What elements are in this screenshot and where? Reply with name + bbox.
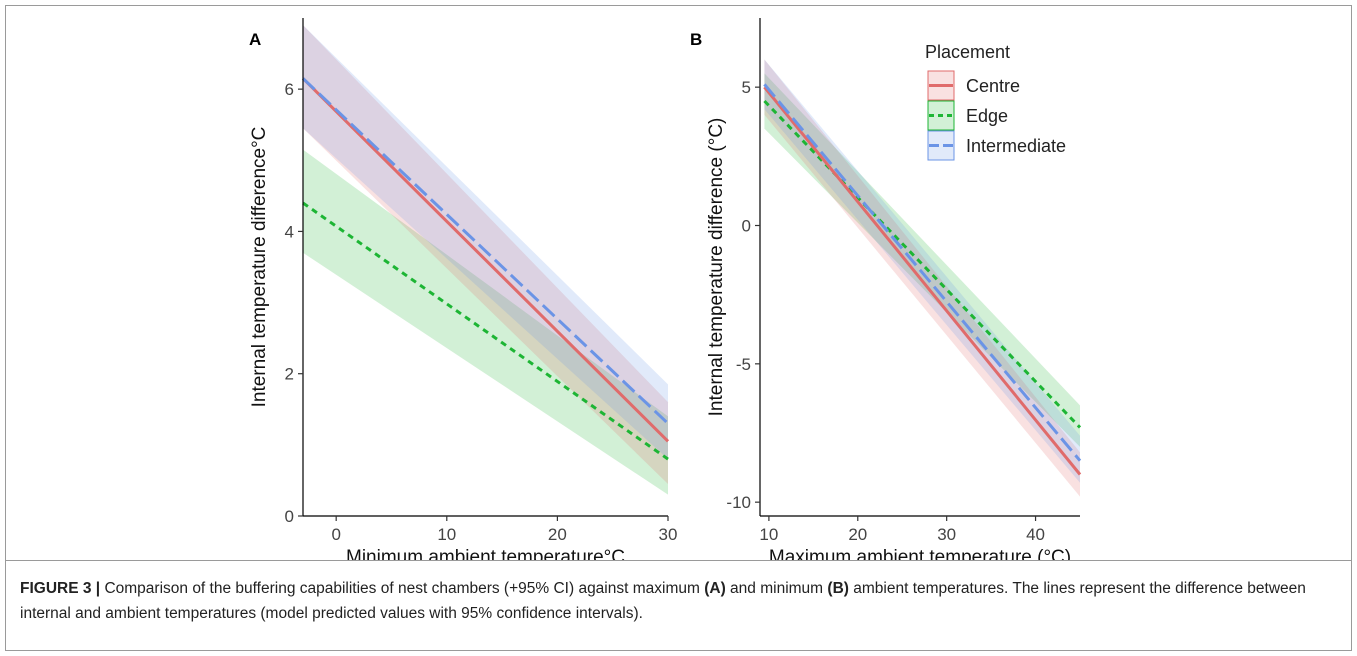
- y-tick-label: 5: [742, 78, 751, 97]
- y-tick-label: 0: [742, 217, 751, 236]
- panel-b-label: B: [690, 30, 702, 49]
- y-tick-label: 0: [285, 507, 294, 526]
- series-line-intermediate: [301, 77, 670, 425]
- legend-label-edge: Edge: [966, 106, 1008, 126]
- series-line-edge: [763, 99, 1082, 429]
- x-tick-label: 20: [548, 525, 567, 544]
- series-line-centre: [763, 86, 1082, 476]
- y-axis-title: Internal temperature difference (°C): [706, 118, 727, 417]
- y-tick-label: -10: [726, 493, 751, 512]
- ci-band-centre: [764, 59, 1080, 497]
- legend-label-centre: Centre: [966, 76, 1020, 96]
- caption-text-2: and minimum: [725, 580, 828, 597]
- figure-canvas: A 0 2 4 6 0 10 20 30 Minimum ambient temperature…: [249, 18, 1082, 560]
- figure-caption: FIGURE 3 | Comparison of the buffering c…: [20, 576, 1340, 626]
- y-tick-label: 6: [285, 80, 294, 99]
- caption-divider: [6, 560, 1351, 561]
- x-tick-label: 30: [659, 525, 678, 544]
- x-tick-label: 10: [437, 525, 456, 544]
- y-axis-title: Internal temperature difference°C: [249, 127, 270, 408]
- y-tick-label: -5: [736, 355, 751, 374]
- y-tick-label: 4: [285, 222, 294, 241]
- x-tick-label: 20: [848, 525, 867, 544]
- caption-text-1: Comparison of the buffering capabilities…: [100, 580, 705, 597]
- series-line-centre: [301, 77, 670, 443]
- panel-a: A 0 2 4 6 0 10 20 30 Minimum ambient temperature…: [249, 18, 677, 560]
- legend-label-intermediate: Intermediate: [966, 136, 1066, 156]
- panel-a-label: A: [249, 30, 261, 49]
- caption-ref-a: (A): [704, 580, 726, 597]
- x-tick-label: 40: [1026, 525, 1045, 544]
- ci-band-edge: [303, 149, 668, 495]
- x-axis-title: Minimum ambient temperature°C: [346, 547, 625, 560]
- series-line-edge: [302, 201, 669, 461]
- caption-text-3: ambient temperatures. The lines represen…: [20, 580, 1306, 622]
- x-tick-label: 10: [759, 525, 778, 544]
- legend-title: Placement: [925, 42, 1010, 62]
- ci-band-edge: [764, 73, 1080, 447]
- panel-b: B -10 -5 0 5 10 20 30 40 Maximum ambient tempera…: [690, 18, 1082, 560]
- caption-label: FIGURE 3 |: [20, 580, 101, 597]
- x-axis-title: Maximum ambient temperature (°C): [769, 547, 1071, 560]
- x-tick-label: 30: [937, 525, 956, 544]
- legend: Placement Centre Edge Intermediate: [925, 42, 1066, 161]
- ci-band-centre: [303, 25, 668, 484]
- caption-ref-b: (B): [827, 580, 849, 597]
- x-tick-label: 0: [331, 525, 340, 544]
- figure-frame: [5, 5, 1352, 651]
- y-tick-label: 2: [285, 365, 294, 384]
- series-line-intermediate: [763, 83, 1082, 462]
